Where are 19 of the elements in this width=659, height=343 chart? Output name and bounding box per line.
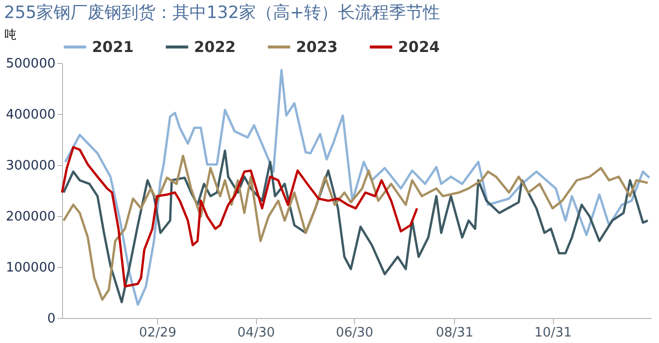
x-tick-label: 10/31 <box>534 326 572 340</box>
line-series <box>64 68 651 306</box>
x-tick-label: 08/31 <box>436 326 474 340</box>
y-tick-label: 400000 <box>6 108 56 122</box>
x-tick-label: 02/29 <box>138 326 176 340</box>
legend-label: 2022 <box>194 38 236 56</box>
y-tick-label: 0 <box>47 312 56 326</box>
y-axis-title: 吨 <box>4 28 16 42</box>
x-tick-label: 06/30 <box>336 326 374 340</box>
x-tick-label: 04/30 <box>237 326 275 340</box>
line-series <box>60 146 418 288</box>
y-tick-label: 200000 <box>6 210 56 224</box>
y-tick-label: 300000 <box>6 158 56 174</box>
y-tick-label: 100000 <box>6 260 56 276</box>
legend-label: 2023 <box>296 38 338 56</box>
y-tick-label: 500000 <box>6 56 56 72</box>
legend-label: 2021 <box>92 38 134 56</box>
chart-title: 255家钢厂废钢到货：其中132家（高+转）长流程季节性 <box>4 3 440 23</box>
legend-label: 2024 <box>398 38 440 56</box>
